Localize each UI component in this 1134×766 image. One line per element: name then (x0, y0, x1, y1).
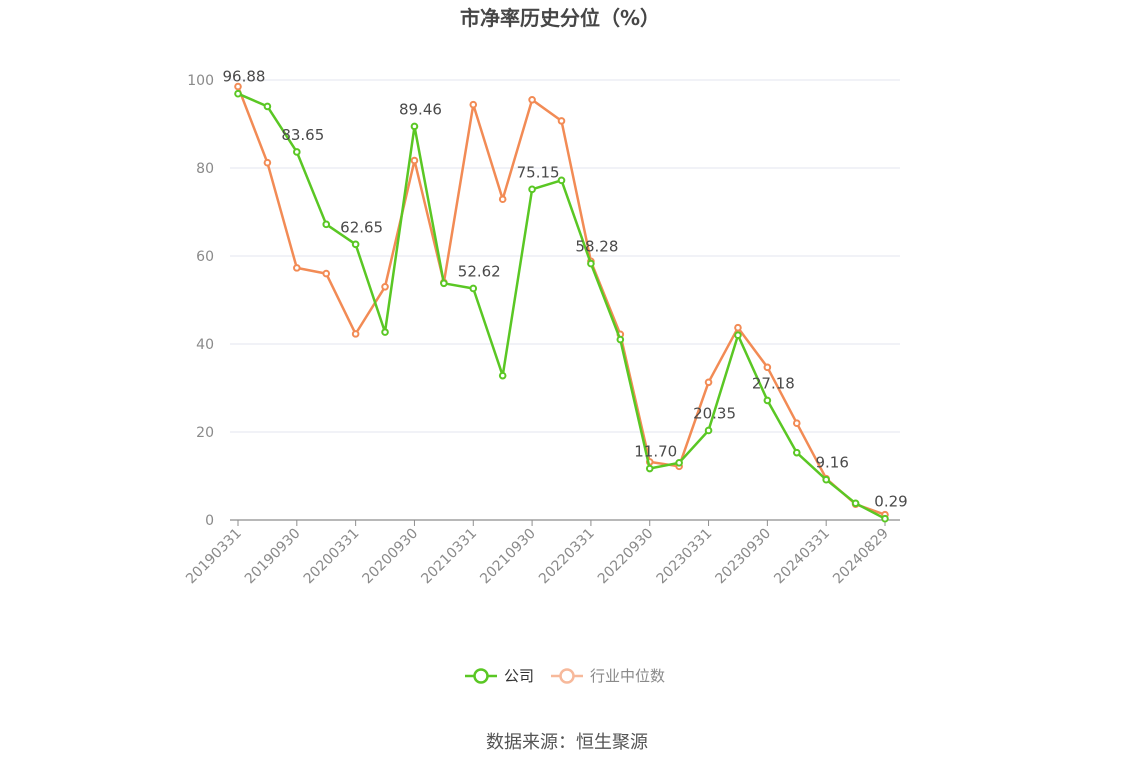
x-tick-label: 20190930 (242, 526, 304, 588)
legend-item-0[interactable]: 公司 (465, 667, 534, 685)
x-tick-label: 20190331 (183, 526, 245, 588)
data-point[interactable] (322, 220, 331, 229)
data-label: 89.46 (399, 100, 442, 118)
data-label: 20.35 (693, 404, 736, 422)
series-lines (234, 82, 889, 523)
data-point[interactable] (469, 284, 478, 293)
data-point[interactable] (704, 378, 713, 387)
legend-label: 公司 (504, 667, 534, 685)
data-point[interactable] (410, 156, 419, 165)
data-point[interactable] (528, 96, 536, 104)
data-label: 75.15 (517, 163, 560, 181)
x-tick-label: 20230331 (654, 526, 716, 588)
data-point[interactable] (528, 185, 536, 194)
x-tick-label: 20230930 (712, 526, 774, 588)
data-point[interactable] (822, 475, 830, 484)
y-tick-label: 20 (196, 425, 214, 441)
data-point[interactable] (734, 323, 742, 332)
x-tick-label: 20200331 (301, 526, 363, 588)
data-point[interactable] (498, 371, 507, 380)
grid (230, 79, 900, 433)
data-point[interactable] (675, 459, 683, 467)
data-point[interactable] (440, 279, 448, 288)
data-point[interactable] (293, 264, 301, 272)
data-label: 62.65 (340, 218, 383, 236)
data-labels: 96.88 83.65 62.65 89.46 52.62 75.15 58.28 11.70… (223, 68, 908, 511)
x-tick-label: 20240331 (771, 526, 833, 588)
y-tick-label: 60 (196, 249, 214, 265)
series-line-0 (237, 92, 886, 520)
chart-title: 市净率历史分位（%） (460, 6, 660, 30)
data-point[interactable] (498, 195, 507, 204)
data-point[interactable] (851, 499, 860, 508)
data-point[interactable] (293, 148, 301, 156)
legend-swatch-marker (473, 668, 489, 684)
data-point[interactable] (881, 514, 889, 523)
data-point[interactable] (263, 158, 272, 167)
y-tick-label: 40 (196, 337, 214, 353)
data-point[interactable] (557, 117, 566, 125)
x-tick-label: 20240829 (830, 526, 892, 588)
data-point[interactable] (381, 283, 389, 291)
data-label: 27.18 (752, 374, 795, 392)
data-point[interactable] (263, 102, 272, 111)
x-tick-label: 20210930 (477, 526, 539, 588)
series-line-1 (236, 86, 886, 516)
x-tick-label: 20210331 (418, 526, 480, 588)
x-tick-label: 20200930 (360, 526, 422, 588)
data-point[interactable] (763, 396, 772, 405)
data-point[interactable] (234, 82, 242, 91)
data-point[interactable] (351, 240, 360, 249)
data-point[interactable] (763, 363, 772, 372)
legend[interactable]: 公司 行业中位数 (465, 667, 665, 685)
y-tick-label: 80 (196, 161, 214, 177)
data-point[interactable] (587, 259, 595, 268)
y-tick-label: 100 (187, 73, 214, 89)
data-point[interactable] (322, 269, 331, 278)
axes: 0 20 40 60 80 100 2019033120190930202003312020… (183, 73, 900, 587)
data-point[interactable] (734, 331, 742, 340)
data-point[interactable] (351, 330, 360, 338)
data-point[interactable] (234, 89, 242, 98)
data-label: 11.70 (634, 443, 677, 461)
y-tick-label: 0 (205, 513, 214, 529)
source-text: 数据来源：恒生聚源 (486, 732, 648, 753)
data-label: 83.65 (281, 126, 324, 144)
data-point[interactable] (469, 100, 478, 109)
x-tick-label: 20220331 (536, 526, 598, 588)
data-label: 96.88 (223, 68, 266, 86)
data-label: 58.28 (575, 238, 618, 256)
data-point[interactable] (645, 464, 654, 473)
legend-label: 行业中位数 (590, 667, 665, 685)
legend-swatch-marker (559, 668, 575, 684)
data-point[interactable] (557, 176, 566, 185)
data-label: 9.16 (815, 454, 848, 472)
data-point[interactable] (381, 328, 389, 336)
data-point[interactable] (410, 122, 419, 131)
data-point[interactable] (792, 448, 801, 457)
data-label: 52.62 (458, 262, 501, 280)
data-point[interactable] (616, 335, 625, 344)
data-point[interactable] (704, 426, 713, 435)
x-tick-label: 20220930 (595, 526, 657, 588)
legend-item-1[interactable]: 行业中位数 (551, 667, 665, 685)
data-label: 0.29 (874, 493, 907, 511)
data-point[interactable] (792, 419, 801, 428)
